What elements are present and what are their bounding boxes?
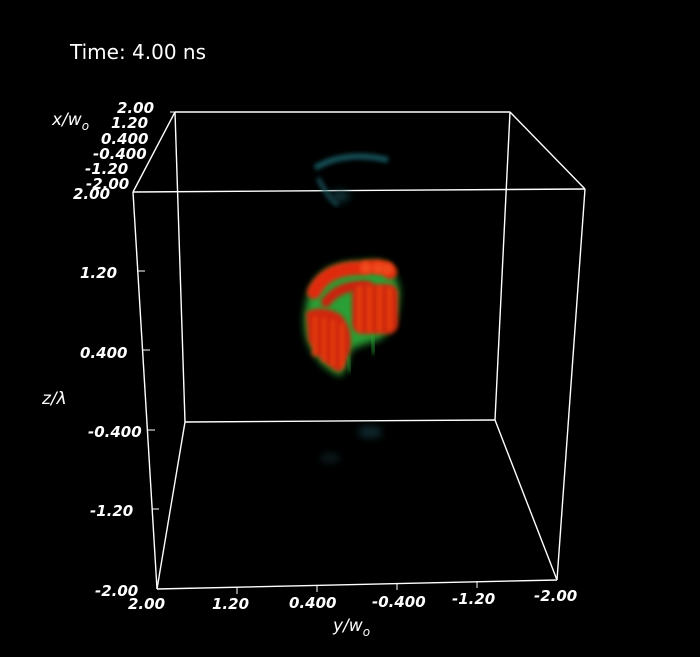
y-axis-title: y/wo bbox=[332, 616, 370, 639]
z-axis-title: z/λ bbox=[41, 389, 67, 409]
x-tick-label: 0.400 bbox=[101, 130, 148, 148]
x-tick-label: -1.20 bbox=[85, 160, 128, 178]
time-label: Time: 4.00 ns bbox=[70, 40, 207, 64]
y-tick-label: -2.00 bbox=[534, 587, 577, 605]
z-tick-label: 1.20 bbox=[80, 264, 117, 282]
bounding-box bbox=[132, 111, 586, 590]
x-tick-label: 1.20 bbox=[111, 114, 148, 132]
y-tick-label: -1.20 bbox=[452, 590, 495, 608]
y-tick-label: 0.400 bbox=[289, 594, 336, 612]
x-tick-label: 2.00 bbox=[117, 99, 154, 117]
y-tick-label: -0.400 bbox=[372, 593, 426, 611]
x-axis-title: x/wo bbox=[51, 110, 89, 133]
volume-isosurface bbox=[304, 259, 400, 376]
faint-isosurface-bottom bbox=[320, 426, 382, 463]
y-tick-label: 1.20 bbox=[212, 595, 249, 613]
z-axis-ticks: 2.00 1.20 0.400 -0.400 -1.20 -2.00 bbox=[73, 185, 159, 600]
x-tick-label: -0.400 bbox=[93, 145, 147, 163]
x-axis-ticks: 2.00 1.20 0.400 -0.400 -1.20 -2.00 bbox=[85, 99, 176, 193]
faint-isosurface-top bbox=[313, 153, 389, 207]
z-tick-label: -2.00 bbox=[95, 582, 138, 600]
z-tick-label: 2.00 bbox=[73, 185, 110, 203]
z-tick-label: 0.400 bbox=[80, 344, 127, 362]
z-tick-label: -1.20 bbox=[90, 502, 133, 520]
y-axis-ticks: 2.00 1.20 0.400 -0.400 -1.20 -2.00 bbox=[128, 581, 577, 613]
x-tick-label: -2.00 bbox=[86, 175, 129, 193]
z-tick-label: -0.400 bbox=[88, 423, 142, 441]
y-tick-label: 2.00 bbox=[128, 595, 165, 613]
